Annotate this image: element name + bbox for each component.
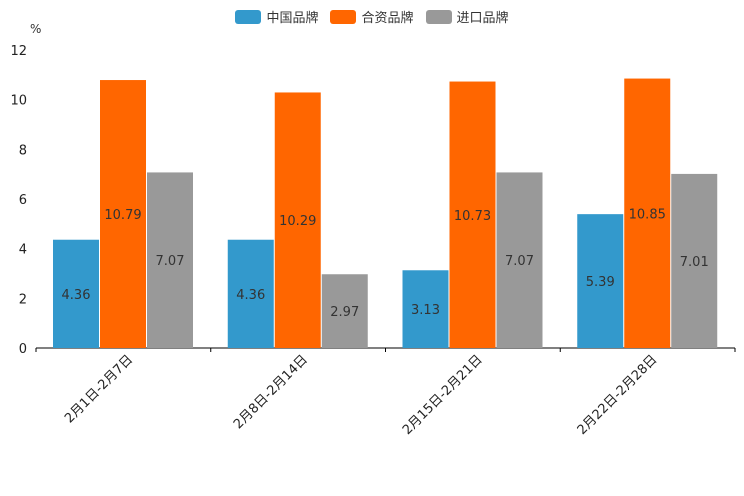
legend-swatch-china-brand (235, 9, 262, 24)
y-axis-unit: % (30, 22, 42, 36)
y-tick-label: 6 (19, 193, 27, 208)
data-label: 2.97 (330, 305, 359, 320)
legend-item-china-brand[interactable]: 中国品牌 (235, 7, 318, 26)
y-tick-label: 2 (19, 292, 27, 307)
bar-3-1 (147, 172, 193, 348)
x-tick-label: 2月15日-2月21日 (400, 352, 486, 438)
data-label: 10.79 (104, 208, 141, 223)
bar-3-4 (671, 173, 718, 348)
data-label: 4.36 (236, 288, 265, 303)
y-tick-label: 4 (19, 243, 27, 258)
legend-swatch-jv-brand (330, 9, 357, 24)
bar-3-2 (321, 274, 368, 348)
legend-item-jv-brand[interactable]: 合资品牌 (330, 7, 414, 26)
bar-2-4 (624, 78, 671, 348)
bar-2-3 (449, 81, 496, 348)
legend-swatch-import-brand (425, 9, 452, 24)
data-label: 4.36 (62, 288, 91, 303)
data-label: 7.07 (505, 254, 534, 269)
bar-1-3 (402, 270, 449, 348)
bar-1-2 (227, 239, 274, 348)
y-tick-label: 12 (10, 44, 27, 59)
data-label: 5.39 (586, 275, 615, 290)
x-tick-label: 2月8日-2月14日 (231, 352, 311, 432)
y-tick-label: 8 (19, 143, 27, 158)
x-tick-label: 2月1日-2月7日 (62, 352, 136, 426)
bar-2-1 (100, 80, 146, 348)
bar-3-3 (496, 172, 543, 348)
data-label: 7.01 (680, 255, 709, 270)
data-label: 3.13 (411, 303, 440, 318)
data-label: 7.07 (156, 254, 185, 269)
bar-1-1 (53, 239, 99, 348)
legend-label-import-brand: 进口品牌 (456, 11, 509, 26)
x-tick-label: 2月22日-2月28日 (575, 352, 661, 438)
data-label: 10.85 (629, 207, 666, 222)
bar-1-4 (577, 214, 624, 348)
legend: 中国品牌 合资品牌 进口品牌 (0, 7, 744, 26)
data-label: 10.29 (279, 214, 316, 229)
legend-label-china-brand: 中国品牌 (266, 11, 319, 26)
legend-item-import-brand[interactable]: 进口品牌 (425, 7, 509, 26)
legend-label-jv-brand: 合资品牌 (361, 11, 414, 26)
y-tick-label: 10 (10, 94, 27, 109)
y-tick-label: 0 (19, 342, 27, 357)
bar-2-2 (274, 92, 321, 348)
data-label: 10.73 (454, 209, 491, 224)
